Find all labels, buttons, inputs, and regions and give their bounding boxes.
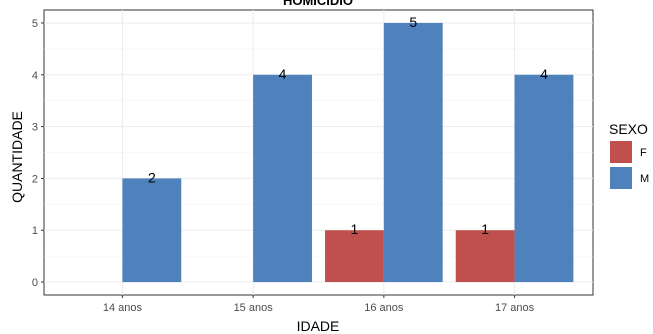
x-axis: 14 anos 15 anos 16 anos 17 anos	[103, 295, 535, 314]
y-tick-label: 1	[32, 225, 38, 237]
y-axis: 0 1 2 3 4 5	[32, 18, 44, 289]
legend-title: SEXO	[609, 121, 648, 137]
x-tick-label: 15 anos	[234, 302, 274, 314]
bar-F-16-anos	[325, 230, 384, 283]
data-label: 4	[540, 66, 548, 82]
y-tick-label: 2	[32, 173, 38, 185]
legend-label-F: F	[640, 147, 647, 159]
x-tick-label: 17 anos	[495, 302, 535, 314]
legend-key-F	[610, 141, 632, 163]
x-axis-title: IDADE	[297, 318, 340, 334]
data-label: 2	[148, 169, 156, 185]
y-tick-label: 0	[32, 277, 38, 289]
chart-title: HOMICÍDIO	[283, 0, 353, 8]
y-axis-title: QUANTIDADE	[9, 111, 25, 203]
bars	[122, 22, 574, 283]
data-labels: 1 1 2 4 5 4	[148, 14, 548, 237]
data-label: 1	[351, 221, 359, 237]
bar-M-17-anos	[514, 74, 574, 283]
data-label: 4	[279, 66, 287, 82]
bar-M-16-anos	[383, 22, 443, 283]
data-label: 5	[409, 14, 417, 30]
y-tick-label: 3	[32, 122, 38, 134]
legend-key-M	[610, 167, 632, 189]
legend: SEXO F M	[609, 121, 649, 189]
bar-M-15-anos	[253, 74, 312, 283]
x-tick-label: 14 anos	[103, 302, 143, 314]
legend-label-M: M	[640, 173, 649, 185]
x-tick-label: 16 anos	[364, 302, 404, 314]
bar-M-14-anos	[122, 178, 182, 283]
bar-F-17-anos	[455, 230, 515, 283]
y-tick-label: 5	[32, 18, 38, 30]
data-label: 1	[481, 221, 489, 237]
y-tick-label: 4	[32, 70, 38, 82]
